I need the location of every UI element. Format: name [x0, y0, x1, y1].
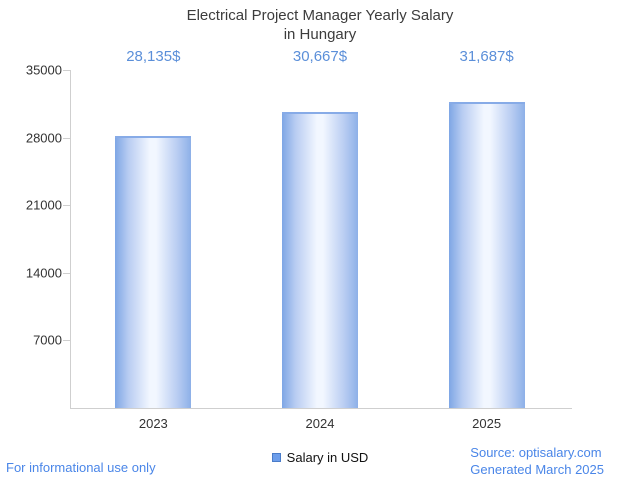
x-axis-labels: 2023 2024 2025: [70, 416, 570, 431]
y-tick-label: 7000: [33, 332, 62, 348]
generated-date: Generated March 2025: [470, 462, 604, 477]
bar-value-label: 31,687$: [459, 48, 514, 65]
y-tick-label: 14000: [25, 265, 62, 281]
bar-slot: [70, 70, 236, 408]
y-tick-mark: [63, 205, 70, 207]
source-block: Source: optisalary.com Generated March 2…: [470, 444, 604, 478]
bar-value-label: 30,667$: [292, 48, 348, 65]
x-axis-line: [70, 408, 572, 409]
bar-value-label: 28,135$: [126, 48, 181, 65]
salary-bar: [448, 102, 525, 408]
y-axis-line: [70, 70, 71, 408]
y-tick-mark: [63, 272, 70, 274]
chart-title-line2: in Hungary: [283, 26, 357, 43]
bars-area: [70, 70, 570, 408]
bar-value-labels: 28,135$ 30,667$ 31,687$: [70, 48, 570, 65]
salary-bar: [281, 112, 358, 408]
legend-label: Salary in USD: [286, 450, 369, 465]
y-tick-mark: [63, 137, 70, 139]
x-axis-label: 2025: [472, 416, 502, 431]
informational-note: For informational use only: [6, 460, 156, 475]
x-axis-label: 2023: [138, 416, 168, 431]
source-link[interactable]: Source: optisalary.com: [470, 445, 602, 460]
bar-slot: [237, 70, 403, 408]
legend: Salary in USD: [0, 450, 640, 465]
y-tick-label: 21000: [25, 197, 62, 213]
y-tick-label: 28000: [25, 130, 62, 146]
salary-bar: [115, 136, 192, 408]
x-axis-label: 2024: [305, 416, 335, 431]
y-tick-mark: [63, 340, 70, 342]
bar-slot: [404, 70, 570, 408]
y-tick-mark: [63, 70, 70, 71]
chart-title-line1: Electrical Project Manager Yearly Salary: [186, 7, 454, 24]
y-tick-label: 35000: [25, 62, 62, 78]
legend-swatch-icon: [271, 453, 281, 462]
chart-title: Electrical Project Manager Yearly Salary…: [0, 6, 640, 44]
